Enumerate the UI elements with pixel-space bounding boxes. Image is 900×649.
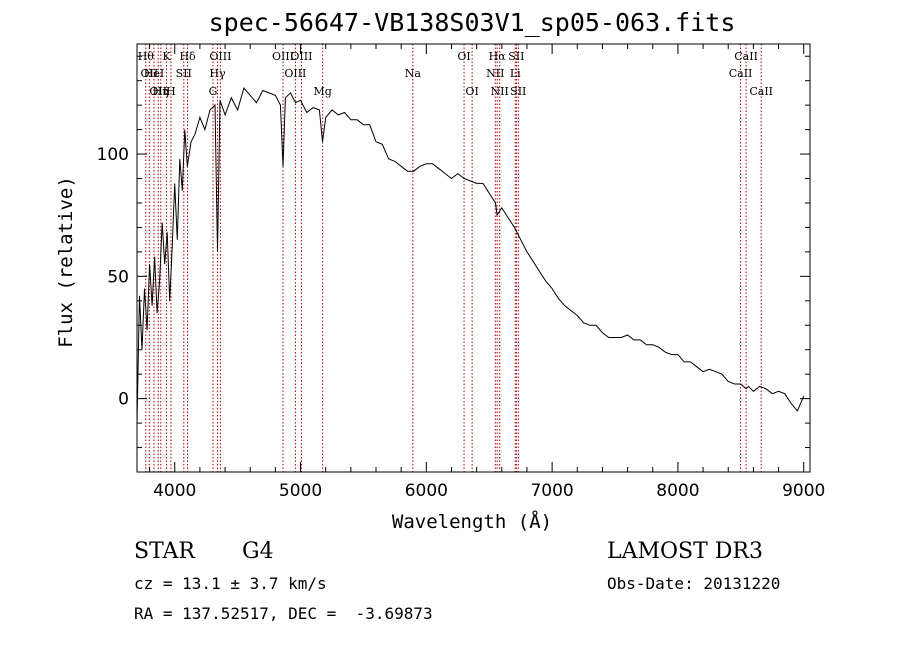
line-label-25: CaII <box>729 67 753 80</box>
line-label-18: OI <box>465 85 478 98</box>
chart-title: spec-56647-VB138S03V1_sp05-063.fits <box>209 8 736 37</box>
line-label-12: OIII <box>272 50 294 63</box>
line-label-9: G <box>209 85 218 98</box>
x-tick-label-7000: 7000 <box>530 481 573 501</box>
line-label-11: OIII <box>209 50 231 63</box>
y-tick-label-0: 0 <box>118 390 129 410</box>
survey-name: LAMOST DR3 <box>607 539 763 564</box>
ra-dec-coordinates: RA = 137.52517, DEC = -3.69873 <box>134 604 433 623</box>
line-label-22: Li <box>510 67 521 80</box>
line-label-0: Hθ <box>138 50 155 63</box>
line-label-4: Hη <box>153 85 169 98</box>
y-axis-ticks: 0 50 100 <box>97 55 810 449</box>
line-label-8: Hδ <box>179 50 196 63</box>
x-tick-label-6000: 6000 <box>405 481 448 501</box>
line-label-23: SII <box>508 50 524 63</box>
x-tick-label-4000: 4000 <box>153 481 196 501</box>
spectrum-line <box>136 86 805 424</box>
line-label-5: K <box>162 50 171 63</box>
x-tick-label-9000: 9000 <box>782 481 825 501</box>
line-label-3: OII <box>149 85 167 98</box>
line-label-21: NII <box>491 85 509 98</box>
line-label-17: OI <box>457 50 470 63</box>
redshift-cz: cz = 13.1 ± 3.7 km/s <box>134 574 327 593</box>
x-tick-label-8000: 8000 <box>656 481 699 501</box>
x-axis-label: Wavelength (Å) <box>392 510 552 533</box>
x-tick-label-5000: 5000 <box>279 481 322 501</box>
line-label-2: HeI <box>144 67 164 80</box>
object-subclass: G4 <box>242 539 274 564</box>
y-tick-label-100: 100 <box>97 145 129 165</box>
line-label-24: SII <box>510 85 526 98</box>
line-label-19: NII <box>486 67 504 80</box>
emission-line-markers <box>145 44 762 472</box>
line-label-15: Mg <box>314 85 332 98</box>
line-label-13: OIII <box>284 67 306 80</box>
line-label-20: Hα <box>489 50 507 63</box>
line-label-6: H <box>166 85 176 98</box>
line-label-26: CaII <box>734 50 758 63</box>
line-label-14: OIII <box>290 50 312 63</box>
line-label-16: Na <box>405 67 422 80</box>
y-axis-label: Flux (relative) <box>55 176 77 348</box>
x-axis-ticks: 4000 5000 6000 7000 8000 9000 <box>149 44 825 501</box>
line-label-27: CaII <box>749 85 773 98</box>
line-label-10: Hγ <box>209 67 226 80</box>
line-label-7: SII <box>176 67 192 80</box>
y-tick-label-50: 50 <box>107 267 129 287</box>
plot-frame <box>136 43 811 473</box>
object-class: STAR <box>134 539 195 564</box>
observation-date: Obs-Date: 20131220 <box>607 574 781 593</box>
line-label-1: OII <box>140 67 158 80</box>
